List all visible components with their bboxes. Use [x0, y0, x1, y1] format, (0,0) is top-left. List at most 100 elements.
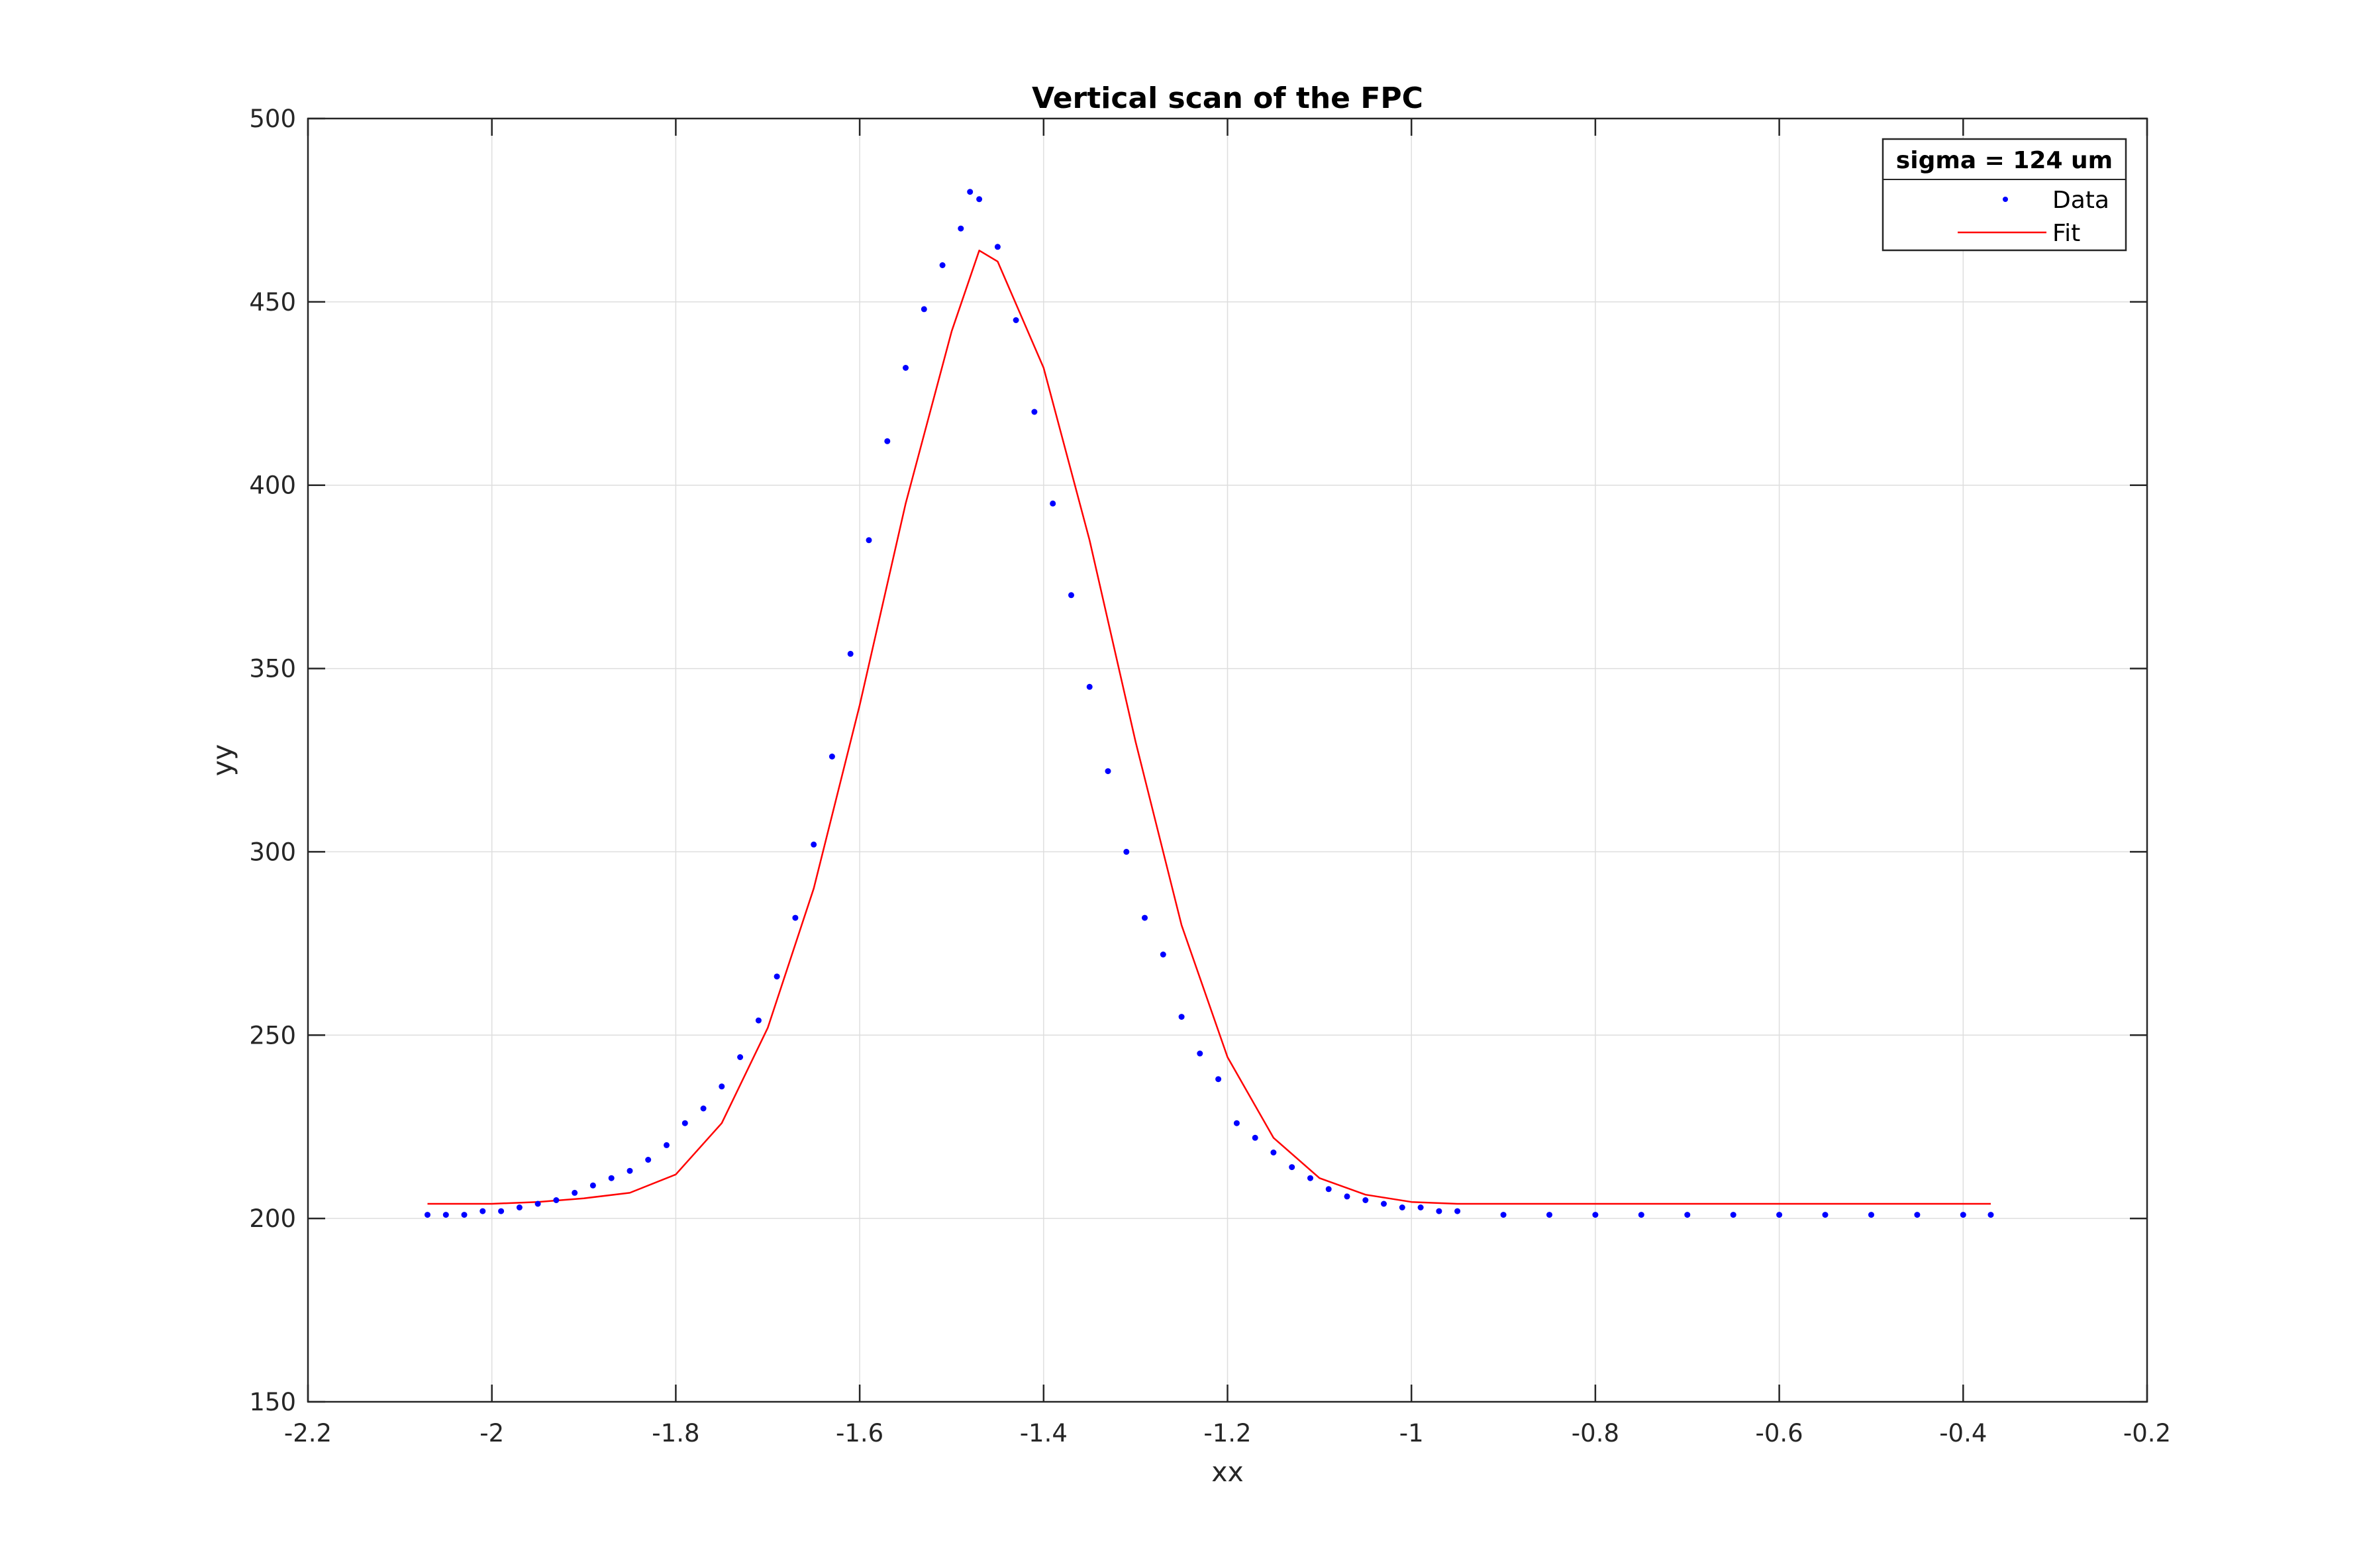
data-point — [553, 1197, 560, 1203]
y-tick-label: 500 — [249, 105, 296, 133]
x-tick-label: -1.6 — [836, 1419, 883, 1447]
x-axis-label: xx — [1211, 1456, 1244, 1488]
y-tick-label: 450 — [249, 288, 296, 317]
data-point — [1362, 1197, 1369, 1203]
y-tick-label: 150 — [249, 1388, 296, 1416]
data-point — [1684, 1212, 1691, 1218]
x-tick-label: -0.4 — [1939, 1419, 1987, 1447]
data-point — [1105, 768, 1111, 775]
data-point — [1960, 1212, 1966, 1218]
data-point — [994, 244, 1001, 250]
legend-fit-label: Fit — [2052, 220, 2080, 247]
data-point — [1776, 1212, 1783, 1218]
data-point — [700, 1105, 707, 1112]
x-tick-label: -0.6 — [1755, 1419, 1803, 1447]
data-point — [976, 196, 983, 203]
data-point — [1500, 1212, 1507, 1218]
data-point — [774, 973, 780, 980]
data-point — [1454, 1208, 1461, 1214]
legend: sigma = 124 um Data Fit — [1882, 138, 2127, 252]
data-point — [921, 306, 927, 313]
data-point — [1215, 1076, 1222, 1083]
y-tick-label: 250 — [249, 1021, 296, 1050]
data-point — [1086, 683, 1093, 690]
data-point — [1399, 1204, 1405, 1210]
x-tick-label: -1 — [1399, 1419, 1424, 1447]
data-point — [1987, 1212, 1994, 1218]
data-point — [1068, 592, 1074, 599]
x-tick-label: -2 — [479, 1419, 504, 1447]
data-point — [461, 1212, 468, 1218]
data-point — [1178, 1014, 1185, 1020]
data-point — [1197, 1050, 1203, 1057]
legend-title: sigma = 124 um — [1896, 147, 2113, 174]
data-point — [1546, 1212, 1552, 1218]
data-point — [664, 1142, 670, 1148]
x-tick-labels: -2.2 -2 -1.8 -1.6 -1.4 -1.2 -1 -0.8 -0.6 -0.4 -0.2 — [284, 1419, 2171, 1447]
data-point — [516, 1204, 523, 1210]
data-point — [498, 1208, 505, 1214]
data-point — [847, 650, 854, 657]
data-point — [681, 1120, 688, 1126]
data-point — [1381, 1200, 1387, 1207]
x-tick-label: -1.4 — [1020, 1419, 1068, 1447]
data-point — [903, 365, 909, 371]
data-point — [719, 1083, 725, 1090]
x-tick-label: -2.2 — [284, 1419, 332, 1447]
data-point — [1914, 1212, 1921, 1218]
data-point — [1270, 1150, 1277, 1155]
data-point — [572, 1189, 578, 1196]
data-point — [627, 1167, 633, 1174]
data-point — [1233, 1120, 1240, 1126]
data-point — [1160, 952, 1166, 957]
data-point — [1822, 1212, 1829, 1218]
data-point — [967, 189, 974, 195]
data-point — [1142, 914, 1148, 921]
x-tick-label: -0.2 — [2123, 1419, 2171, 1447]
x-tick-label: -0.8 — [1572, 1419, 1619, 1447]
data-point — [884, 438, 891, 444]
data-point — [829, 754, 835, 760]
fit-line — [427, 250, 1991, 1205]
y-tick-label: 300 — [249, 838, 296, 866]
data-point — [1730, 1212, 1736, 1218]
data-point — [1050, 500, 1056, 507]
data-point — [425, 1212, 430, 1218]
x-tick-label: -1.2 — [1203, 1419, 1251, 1447]
grid — [308, 119, 2147, 1402]
data-point — [1436, 1208, 1442, 1214]
data-point — [1252, 1134, 1258, 1141]
y-tick-label: 350 — [249, 655, 296, 683]
data-point — [958, 225, 964, 232]
data-point — [1868, 1212, 1874, 1218]
data-point — [866, 537, 872, 544]
data-point — [1013, 317, 1019, 323]
data-series — [425, 189, 1994, 1218]
y-axis-label: yy — [207, 744, 238, 777]
data-point — [1307, 1175, 1313, 1181]
data-point — [1638, 1212, 1644, 1218]
data-point — [589, 1182, 596, 1189]
y-tick-label: 400 — [249, 471, 296, 500]
data-point — [442, 1212, 449, 1218]
data-point — [1289, 1164, 1295, 1171]
data-point — [792, 914, 799, 921]
data-point — [737, 1054, 744, 1060]
data-point — [1325, 1186, 1332, 1193]
data-point — [1031, 409, 1038, 415]
legend-data-marker — [2003, 197, 2008, 202]
y-tick-label: 200 — [249, 1204, 296, 1233]
data-point — [1417, 1204, 1424, 1210]
data-point — [1592, 1212, 1599, 1218]
x-tick-label: -1.8 — [652, 1419, 699, 1447]
data-point — [645, 1157, 652, 1163]
data-point — [1123, 848, 1130, 855]
chart-title: Vertical scan of the FPC — [1032, 81, 1423, 115]
data-point — [939, 262, 946, 268]
fit-series — [427, 250, 1991, 1205]
axis-ticks — [307, 117, 2148, 1403]
data-point — [755, 1017, 762, 1024]
data-point — [534, 1200, 541, 1207]
data-point — [479, 1208, 486, 1214]
